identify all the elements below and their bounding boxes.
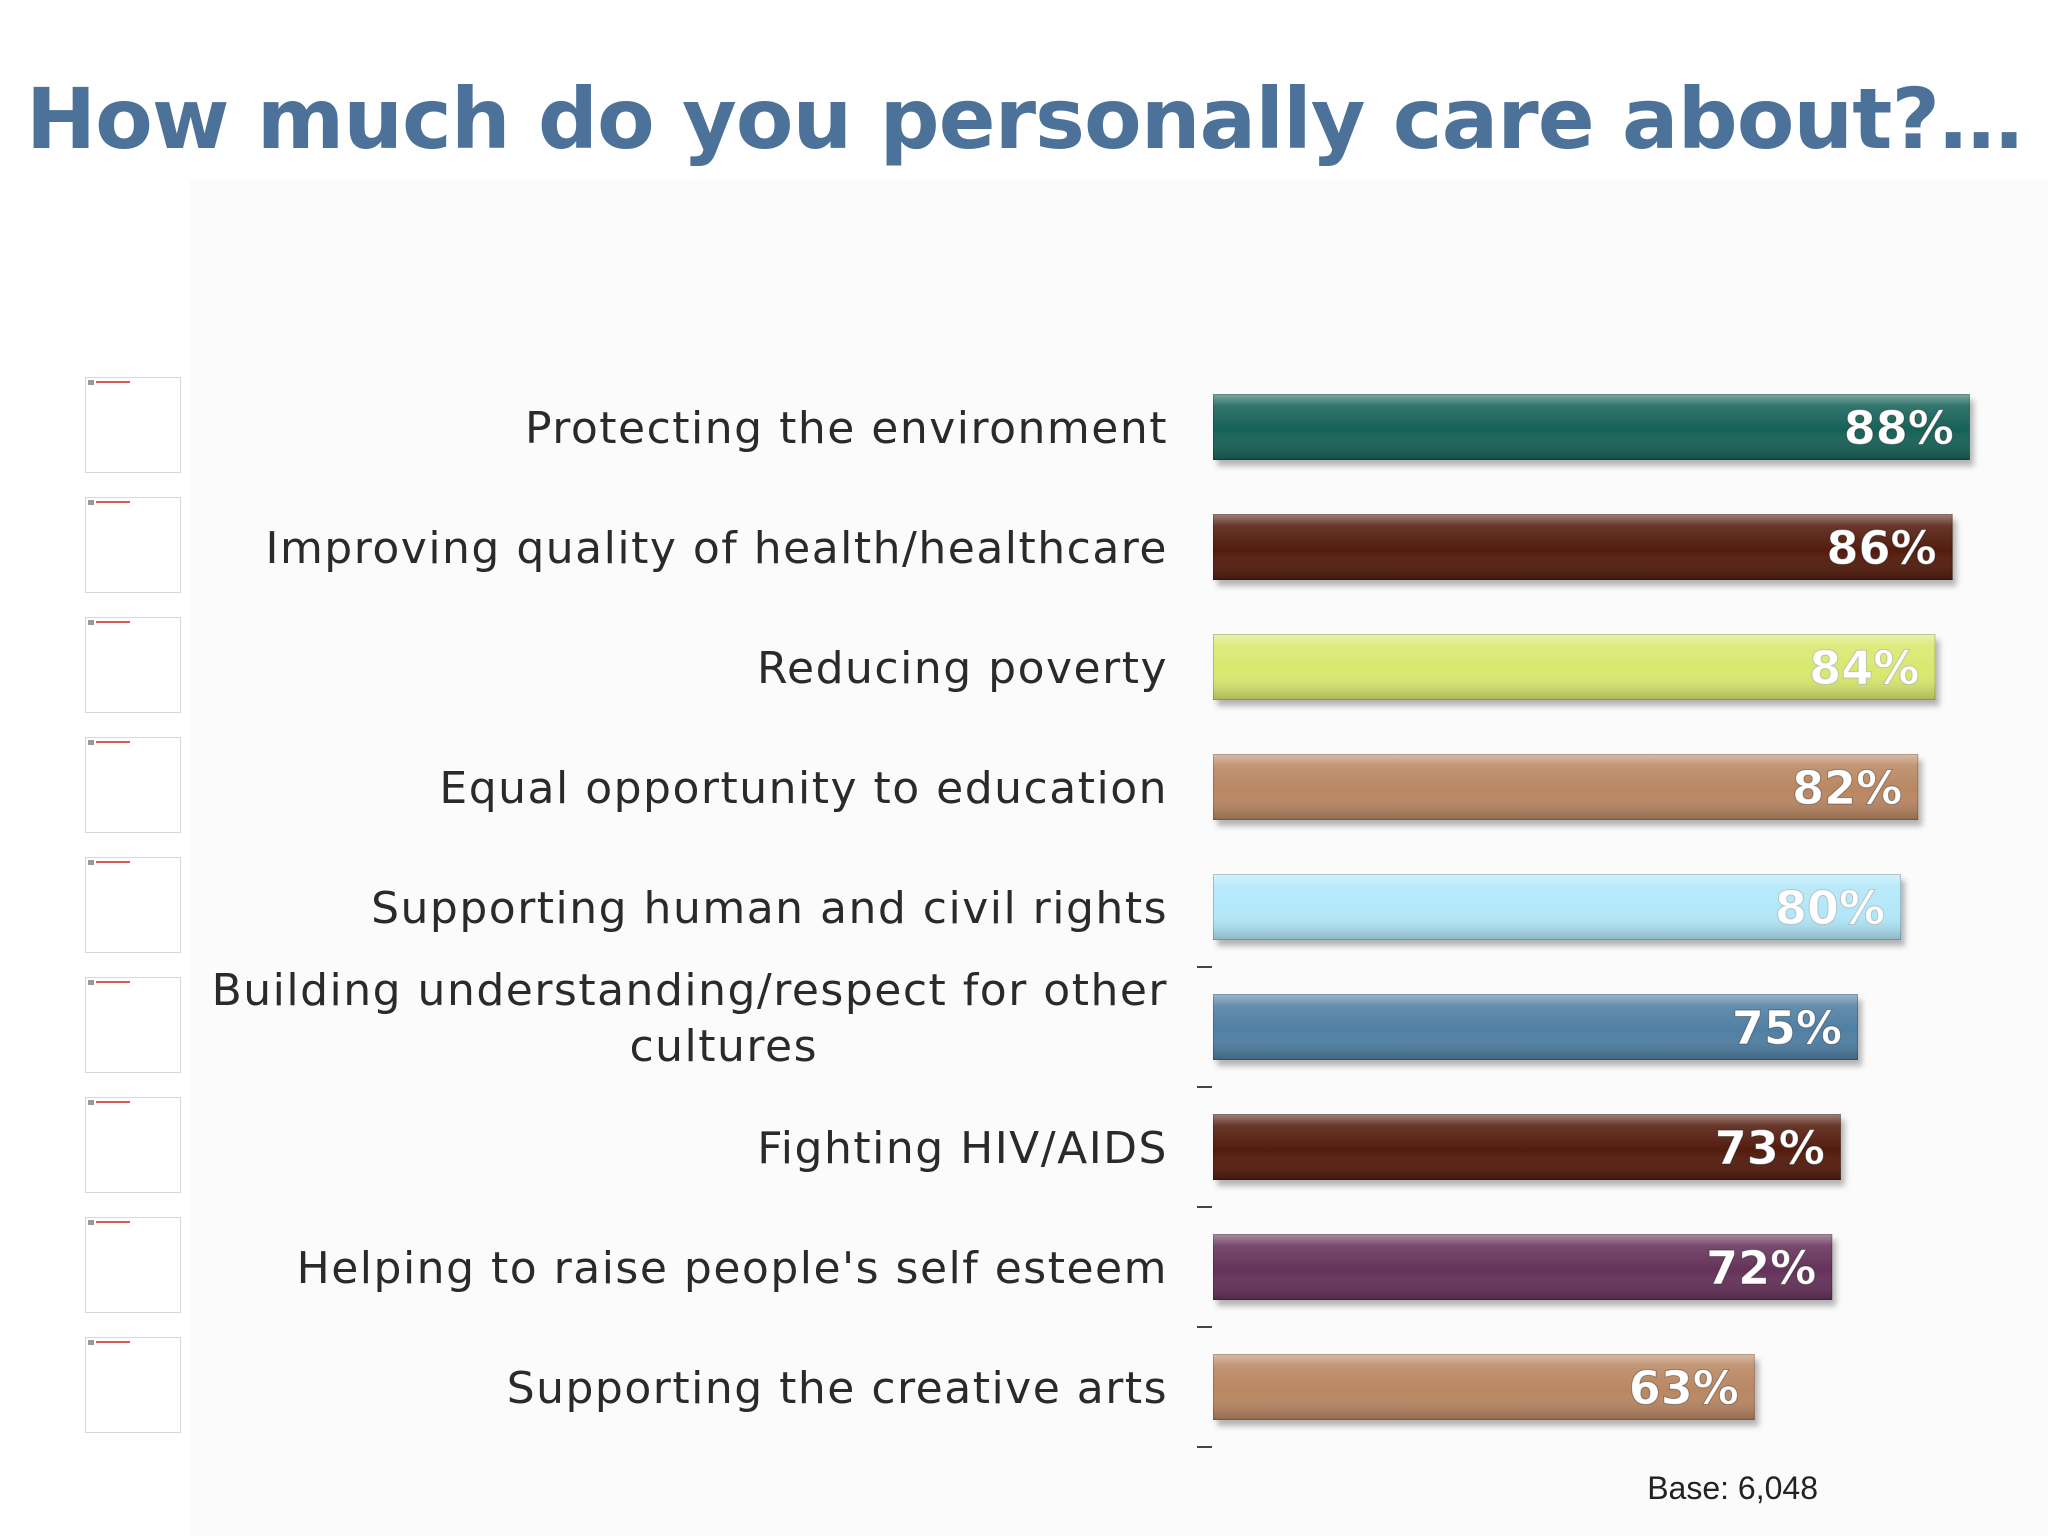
bar: 73% [1213, 1114, 1841, 1180]
thumbnail-caption-line [96, 741, 130, 743]
base-note: Base: 6,048 [1647, 1470, 1818, 1506]
category-label: Supporting the creative arts [507, 1363, 1168, 1414]
thumbnail-caption-line [96, 1101, 130, 1103]
thumbnail-caption-line [96, 1341, 130, 1343]
bar-gloss [1213, 1234, 1833, 1300]
bar-edge [1213, 874, 1901, 940]
thumbnail-image [85, 1097, 181, 1193]
thumbnail-caption-line [96, 1221, 130, 1223]
thumbnail-caption-line [96, 381, 130, 383]
thumbnail-caption-line [96, 501, 130, 503]
value-label: 63% [1629, 1361, 1739, 1415]
bar-edge [1213, 754, 1919, 820]
slide-title: How much do you personally care about?… [25, 70, 2023, 168]
thumbnail-image [85, 977, 181, 1073]
broken-image-icon [88, 1340, 94, 1345]
value-label: 73% [1715, 1121, 1825, 1175]
bar: 72% [1213, 1234, 1833, 1300]
bar: 88% [1213, 394, 1970, 460]
category-label: Protecting the environment [525, 403, 1168, 454]
bar-edge [1213, 514, 1953, 580]
bar-edge [1213, 1234, 1833, 1300]
thumbnail-image [85, 377, 181, 473]
category-label: Helping to raise people's self esteem [297, 1243, 1168, 1294]
bar-gloss [1213, 1354, 1755, 1420]
category-label: Supporting human and civil rights [371, 883, 1168, 934]
broken-image-icon [88, 740, 94, 745]
value-label: 75% [1732, 1001, 1842, 1055]
thumbnail-caption-line [96, 621, 130, 623]
bar-edge [1213, 994, 1858, 1060]
category-label: Building understanding/respect for other… [212, 965, 1168, 1072]
bar-edge [1213, 634, 1936, 700]
category-label: Reducing poverty [757, 643, 1168, 694]
broken-image-icon [88, 500, 94, 505]
value-label: 72% [1706, 1241, 1816, 1295]
bar-edge [1213, 394, 1970, 460]
bar-gloss [1213, 1114, 1841, 1180]
bar: 63% [1213, 1354, 1755, 1420]
value-label: 82% [1792, 761, 1902, 815]
value-label: 88% [1844, 401, 1954, 455]
bar-edge [1213, 1114, 1841, 1180]
value-label: 86% [1826, 521, 1936, 575]
bar-gloss [1213, 994, 1858, 1060]
bar: 86% [1213, 514, 1953, 580]
broken-image-icon [88, 620, 94, 625]
thumbnail-image [85, 617, 181, 713]
broken-image-icon [88, 1220, 94, 1225]
bar: 80% [1213, 874, 1901, 940]
broken-image-icon [88, 860, 94, 865]
bar-gloss [1213, 394, 1970, 460]
broken-image-icon [88, 1100, 94, 1105]
value-label: 84% [1809, 641, 1919, 695]
category-label: Equal opportunity to education [439, 763, 1168, 814]
bar-gloss [1213, 754, 1919, 820]
value-label: 80% [1775, 881, 1885, 935]
category-label: Fighting HIV/AIDS [757, 1123, 1168, 1174]
thumbnail-image [85, 497, 181, 593]
bar-gloss [1213, 634, 1936, 700]
bar: 82% [1213, 754, 1919, 820]
bar: 75% [1213, 994, 1858, 1060]
thumbnail-caption-line [96, 861, 130, 863]
broken-image-icon [88, 380, 94, 385]
thumbnail-image [85, 1217, 181, 1313]
bar-edge [1213, 1354, 1755, 1420]
bar-gloss [1213, 514, 1953, 580]
thumbnail-image [85, 857, 181, 953]
thumbnail-caption-line [96, 981, 130, 983]
thumbnail-image [85, 1337, 181, 1433]
thumbnail-image [85, 737, 181, 833]
bar: 84% [1213, 634, 1936, 700]
category-label: Improving quality of health/healthcare [265, 523, 1168, 574]
bar-gloss [1213, 874, 1901, 940]
broken-image-icon [88, 980, 94, 985]
